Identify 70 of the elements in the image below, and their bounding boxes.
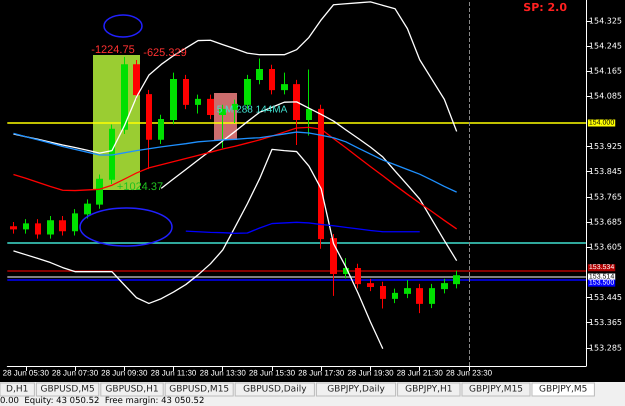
candlestick <box>35 218 41 240</box>
y-tick-label: 154.085 <box>588 92 622 101</box>
candlestick <box>232 99 238 124</box>
candlestick <box>72 208 78 236</box>
y-tick-label: 153.365 <box>588 318 622 328</box>
text: GBPJPY,Daily <box>327 384 386 394</box>
candlestick <box>109 124 115 184</box>
y-tick-label: 153.925 <box>588 142 622 152</box>
candlestick <box>133 60 140 100</box>
x-tick-label: 28 Jun 05:30 <box>2 368 50 378</box>
line-series <box>185 222 420 234</box>
candlestick <box>269 64 275 95</box>
candlestick <box>195 94 201 114</box>
candlestick <box>453 270 460 289</box>
candlestick <box>367 278 374 292</box>
x-tick-label: 28 Jun 21:30 <box>396 368 444 378</box>
candlestick <box>170 72 177 125</box>
candlestick <box>404 280 411 299</box>
candlestick <box>306 68 312 136</box>
candlestick <box>23 218 29 234</box>
candlestick <box>96 174 103 210</box>
text: GBPUSD,Daily <box>243 384 308 394</box>
candlestick <box>392 288 398 304</box>
x-tick-label: 28 Jun 11:30 <box>150 368 197 378</box>
text: GBPUSD,M15 <box>169 384 230 394</box>
y-tick-label: 153.845 <box>588 167 622 176</box>
candlestick <box>84 198 91 220</box>
annotation: SP: 2.0 <box>523 1 568 14</box>
text: GBPJPY,M5 <box>539 384 588 394</box>
candlestick <box>183 74 189 110</box>
text: 0.00 Equity: 43 050.52 Free margin: 43 050.52 <box>0 396 204 406</box>
text: GBPJPY,H1 <box>405 384 452 394</box>
x-tick-label: 28 Jun 23:30 <box>446 368 493 378</box>
y-tick-label: 153.765 <box>588 192 622 202</box>
line-series <box>12 131 458 193</box>
line-series <box>160 101 458 262</box>
x-tick-label: 28 Jun 15:30 <box>248 368 296 378</box>
candlestick <box>158 114 164 145</box>
candlestick <box>10 221 17 234</box>
candlestick <box>207 94 214 120</box>
y-tick-label: 154.325 <box>588 16 622 26</box>
x-tick-label: 28 Jun 13:30 <box>200 368 246 378</box>
candlestick <box>441 278 448 294</box>
candlestick <box>380 281 386 309</box>
candlestick <box>429 283 435 309</box>
y-tick-label: 153.685 <box>588 217 622 226</box>
text: D,H1 <box>6 384 28 394</box>
annotation: -1224.75 <box>91 44 135 56</box>
text: GBPJPY,M15 <box>468 384 524 394</box>
y-tick-label: 154.165 <box>588 66 622 76</box>
candlestick <box>281 72 288 95</box>
candlestick <box>256 58 263 85</box>
x-tick-label: 28 Jun 07:30 <box>52 368 99 378</box>
x-tick-label: 28 Jun 19:30 <box>347 368 394 378</box>
y-tick-label: 153.445 <box>588 292 622 302</box>
line-series <box>12 1 458 154</box>
candlestick <box>121 56 128 134</box>
candlestick <box>47 216 54 240</box>
x-tick-label: 28 Jun 17:30 <box>298 368 345 378</box>
y-tick-label: 153.285 <box>588 343 622 352</box>
text: GBPUSD,M5 <box>40 384 95 394</box>
candlestick <box>416 283 423 314</box>
candlestick <box>355 263 361 289</box>
line-series <box>12 148 384 350</box>
x-tick-label: 28 Jun 09:30 <box>101 368 148 378</box>
text: GBPUSD,H1 <box>105 384 159 394</box>
candlestick <box>59 216 66 236</box>
candlestick <box>330 233 337 296</box>
y-tick-label: 153.605 <box>588 242 622 252</box>
y-tick-label: 154.245 <box>588 41 622 50</box>
